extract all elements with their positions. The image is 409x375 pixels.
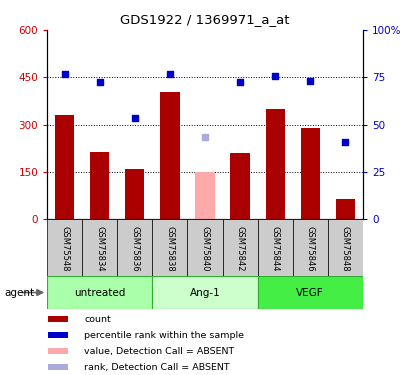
Bar	[257, 276, 362, 309]
Text: GDS1922 / 1369971_a_at: GDS1922 / 1369971_a_at	[120, 13, 289, 26]
Bar	[82, 219, 117, 276]
Text: GSM75848: GSM75848	[340, 226, 349, 272]
Text: GSM75836: GSM75836	[130, 226, 139, 272]
Bar	[335, 199, 354, 219]
Bar	[292, 219, 327, 276]
Bar	[327, 219, 362, 276]
Bar	[265, 109, 284, 219]
Text: count: count	[84, 315, 111, 324]
Text: Ang-1: Ang-1	[189, 288, 220, 297]
Point	[236, 79, 243, 85]
Point	[341, 139, 348, 145]
Text: value, Detection Call = ABSENT: value, Detection Call = ABSENT	[84, 346, 234, 355]
Bar	[48, 348, 68, 354]
Bar	[47, 219, 82, 276]
Bar	[47, 276, 152, 309]
Bar	[48, 316, 68, 322]
Bar	[152, 276, 257, 309]
Bar	[90, 152, 109, 219]
Bar	[187, 219, 222, 276]
Point	[96, 79, 103, 85]
Bar	[55, 115, 74, 219]
Point	[166, 70, 173, 76]
Bar	[222, 219, 257, 276]
Bar	[160, 92, 179, 219]
Bar	[48, 332, 68, 338]
Bar	[300, 128, 319, 219]
Text: untreated: untreated	[74, 288, 125, 297]
Point	[61, 71, 68, 77]
Bar	[195, 172, 214, 219]
Text: GSM75844: GSM75844	[270, 226, 279, 272]
Bar	[257, 219, 292, 276]
Point	[201, 134, 208, 140]
Text: GSM75842: GSM75842	[235, 226, 244, 272]
Text: GSM75834: GSM75834	[95, 226, 104, 272]
Text: percentile rank within the sample: percentile rank within the sample	[84, 331, 244, 340]
Text: GSM75548: GSM75548	[60, 226, 69, 272]
Text: VEGF: VEGF	[296, 288, 323, 297]
Text: agent: agent	[4, 288, 34, 298]
Point	[131, 116, 138, 122]
Point	[306, 78, 313, 84]
Bar	[48, 364, 68, 370]
Text: GSM75838: GSM75838	[165, 226, 174, 272]
Bar	[230, 153, 249, 219]
Text: rank, Detection Call = ABSENT: rank, Detection Call = ABSENT	[84, 363, 229, 372]
Bar	[125, 169, 144, 219]
Text: GSM75846: GSM75846	[305, 226, 314, 272]
Point	[271, 73, 278, 79]
Text: GSM75840: GSM75840	[200, 226, 209, 272]
Bar	[152, 219, 187, 276]
Bar	[117, 219, 152, 276]
